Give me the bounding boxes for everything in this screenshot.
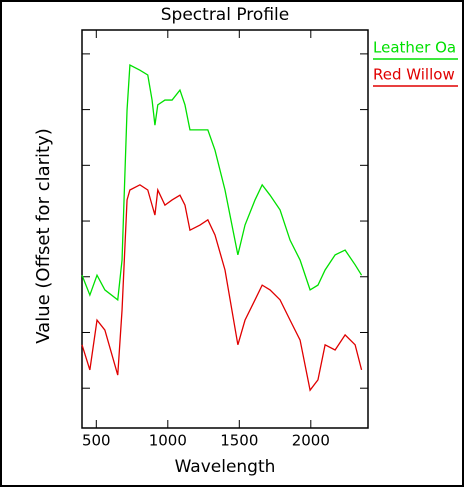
spectrum-line [81,184,363,392]
x-tick-label: 2000 [292,432,330,450]
x-tick-label: 500 [82,432,111,450]
plot-frame [81,29,369,429]
legend-label: Leather Oa [373,39,456,57]
legend-label: Red Willow [373,66,455,84]
x-axis-label: Wavelength [175,457,276,477]
spectrum-line [81,63,363,302]
x-tick-label: 1500 [220,432,258,450]
chart-title: Spectral Profile [161,5,289,25]
x-tick-label: 1000 [149,432,187,450]
y-axis-label: Value (Offset for clarity) [33,128,54,344]
